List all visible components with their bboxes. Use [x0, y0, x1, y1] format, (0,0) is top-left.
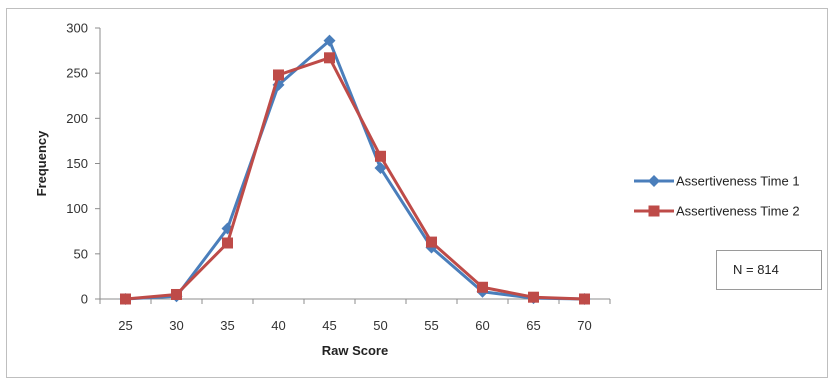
y-tick-labels: 0 50 100 150 200 250 300: [66, 21, 88, 307]
x-tick-label: 60: [475, 318, 489, 333]
data-point: [222, 237, 233, 249]
x-tick-label: 55: [424, 318, 438, 333]
y-tick-label: 250: [66, 66, 88, 81]
legend-item: Assertiveness Time 1: [634, 174, 800, 189]
data-point: [528, 291, 539, 303]
data-point: [477, 281, 488, 293]
legend-label: Assertiveness Time 2: [676, 204, 800, 219]
data-point: [120, 293, 131, 305]
sample-size-annotation: N = 814: [716, 250, 822, 290]
data-point: [579, 293, 590, 305]
axes: [95, 27, 611, 304]
legend-item: Assertiveness Time 2: [634, 204, 800, 219]
data-point: [375, 150, 386, 162]
series-1: [119, 34, 591, 305]
x-tick-label: 25: [118, 318, 132, 333]
x-tick-label: 65: [526, 318, 540, 333]
chart-frame: [6, 8, 828, 378]
x-tick-label: 70: [577, 318, 591, 333]
y-tick-label: 200: [66, 111, 88, 126]
x-tick-label: 50: [373, 318, 387, 333]
y-axis-title: Frequency: [34, 130, 49, 197]
y-tick-label: 50: [74, 246, 88, 261]
data-point: [323, 34, 336, 47]
series-group: [119, 34, 591, 305]
legend-marker: [648, 175, 660, 187]
series-2: [120, 52, 590, 305]
legend-marker: [648, 205, 660, 217]
x-tick-label: 30: [169, 318, 183, 333]
series-line: [125, 56, 585, 301]
data-point: [426, 236, 437, 248]
y-tick-label: 100: [66, 201, 88, 216]
data-point: [273, 69, 284, 81]
legend: Assertiveness Time 1 Assertiveness Time 2: [634, 174, 800, 219]
legend-label: Assertiveness Time 1: [676, 174, 800, 189]
y-tick-label: 300: [66, 21, 88, 36]
x-tick-label: 40: [271, 318, 285, 333]
x-tick-label: 45: [322, 318, 336, 333]
series-line: [125, 39, 585, 301]
x-tick-label: 35: [220, 318, 234, 333]
data-point: [374, 162, 387, 175]
y-tick-label: 150: [66, 156, 88, 171]
data-point: [171, 288, 182, 300]
y-tick-label: 0: [81, 292, 88, 307]
data-point: [324, 52, 335, 64]
x-axis-title: Raw Score: [322, 343, 388, 358]
x-tick-labels: 25 30 35 40 45 50 55 60 65 70: [118, 318, 591, 333]
sample-size-text: N = 814: [733, 262, 779, 277]
